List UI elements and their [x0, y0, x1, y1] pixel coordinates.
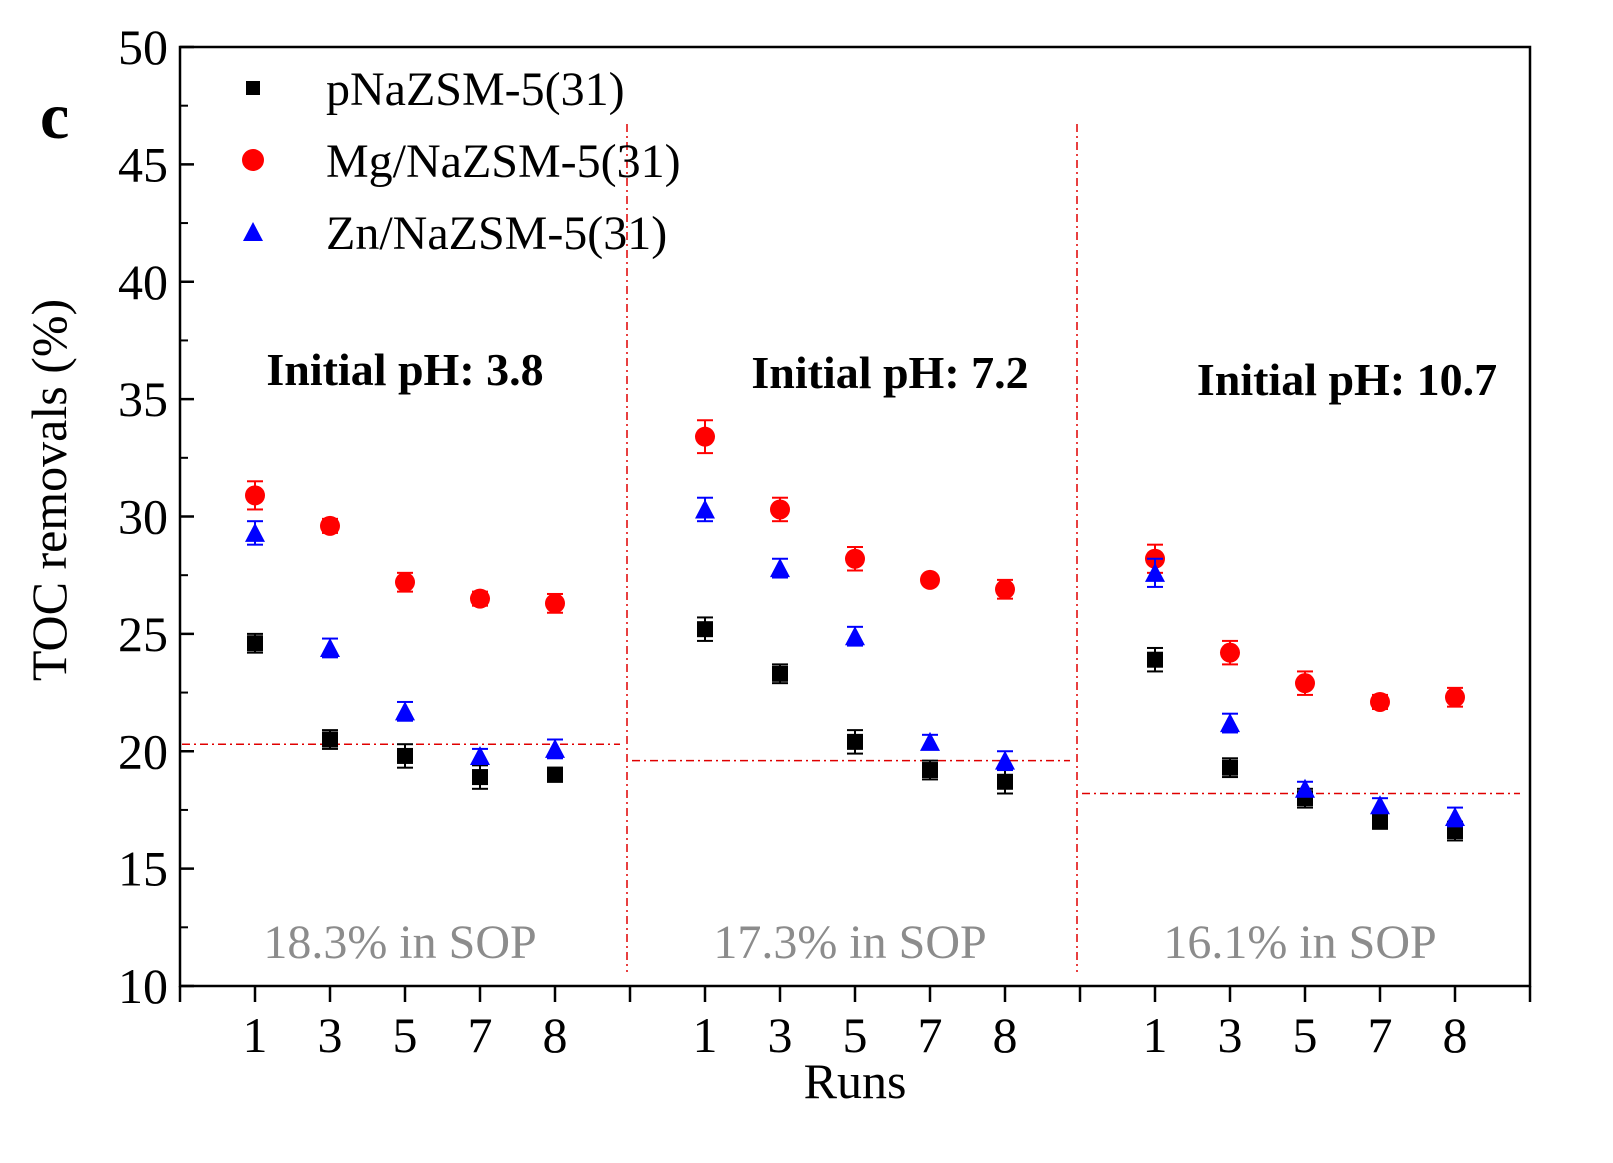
data-point-circle [1370, 691, 1390, 712]
x-tick-label: 1 [1143, 1007, 1168, 1063]
data-point-triangle [320, 637, 340, 657]
data-point-square [547, 766, 563, 783]
data-point-square [922, 762, 938, 779]
x-tick-label: 3 [1218, 1007, 1243, 1063]
data-point-square [397, 747, 413, 764]
y-tick-label: 15 [118, 841, 168, 897]
legend-marker-circle [242, 149, 264, 171]
data-point-circle [770, 499, 790, 520]
data-point-triangle [995, 750, 1015, 770]
data-point-circle [1220, 642, 1240, 663]
x-tick-label: 5 [393, 1007, 418, 1063]
y-tick-label: 20 [118, 723, 168, 779]
data-point-square [772, 665, 788, 682]
x-tick-label: 1 [243, 1007, 268, 1063]
initial-ph-label: Initial pH: 7.2 [751, 347, 1028, 398]
data-point-circle [245, 485, 265, 506]
y-tick-label: 30 [118, 489, 168, 545]
x-tick-label: 3 [768, 1007, 793, 1063]
data-point-triangle [1370, 795, 1390, 815]
data-point-circle [920, 569, 940, 590]
x-tick-label: 8 [543, 1007, 568, 1063]
data-point-triangle [1445, 806, 1465, 826]
data-point-triangle [920, 731, 940, 751]
data-point-square [997, 773, 1013, 790]
x-tick-label: 8 [993, 1007, 1018, 1063]
x-tick-label: 5 [1293, 1007, 1318, 1063]
x-tick-label: 3 [318, 1007, 343, 1063]
data-points [245, 419, 1465, 842]
x-tick-label: 7 [918, 1007, 943, 1063]
data-point-circle [470, 588, 490, 609]
data-point-circle [995, 579, 1015, 600]
data-point-square [1222, 759, 1238, 776]
data-point-triangle [470, 745, 490, 765]
group-labels: 18.3% in SOP Initial pH: 3.8 17.3% in SOP I… [263, 344, 1497, 969]
y-tick-label: 35 [118, 371, 168, 427]
x-tick-label: 5 [843, 1007, 868, 1063]
data-point-circle [1445, 687, 1465, 708]
legend-label: Mg/NaZSM-5(31) [326, 135, 681, 188]
data-point-circle [1295, 673, 1315, 694]
data-point-square [472, 769, 488, 786]
data-point-triangle [695, 499, 715, 519]
x-tick-label: 7 [1368, 1007, 1393, 1063]
sop-label: 16.1% in SOP [1163, 916, 1436, 969]
panel-letter: c [40, 80, 69, 153]
y-tick-label: 50 [118, 19, 168, 75]
data-point-triangle [395, 701, 415, 721]
data-point-square [847, 733, 863, 750]
legend: pNaZSM-5(31) Mg/NaZSM-5(31) Zn/NaZSM-5(31) [242, 63, 681, 260]
x-tick-label: 7 [468, 1007, 493, 1063]
data-point-circle [695, 426, 715, 447]
data-point-circle [320, 515, 340, 536]
x-tick-label: 1 [693, 1007, 718, 1063]
y-axis-title: TOC removals (%) [21, 299, 77, 681]
y-tick-label: 40 [118, 254, 168, 310]
legend-label: Zn/NaZSM-5(31) [326, 207, 667, 260]
data-point-circle [545, 593, 565, 614]
initial-ph-label: Initial pH: 3.8 [266, 344, 543, 395]
y-tick-label: 10 [118, 958, 168, 1014]
data-point-square [1147, 651, 1163, 668]
data-point-square [697, 621, 713, 638]
y-tick-label: 25 [118, 606, 168, 662]
legend-marker-triangle [243, 222, 263, 241]
sop-label: 18.3% in SOP [263, 916, 536, 969]
legend-label: pNaZSM-5(31) [326, 63, 625, 116]
data-point-triangle [1220, 713, 1240, 733]
data-point-triangle [545, 738, 565, 758]
sop-label: 17.3% in SOP [713, 916, 986, 969]
data-point-triangle [1295, 778, 1315, 798]
x-tick-label: 8 [1443, 1007, 1468, 1063]
initial-ph-label: Initial pH: 10.7 [1197, 354, 1497, 405]
data-point-square [1372, 813, 1388, 830]
data-point-triangle [1145, 562, 1165, 582]
data-point-circle [395, 572, 415, 593]
y-tick-label: 45 [118, 136, 168, 192]
data-point-square [322, 731, 338, 748]
data-point-triangle [845, 626, 865, 646]
data-point-square [247, 635, 263, 652]
data-point-circle [845, 548, 865, 569]
legend-marker-square [246, 81, 260, 95]
x-axis-title: Runs [804, 1053, 907, 1109]
data-point-triangle [770, 558, 790, 578]
data-point-triangle [245, 522, 265, 542]
